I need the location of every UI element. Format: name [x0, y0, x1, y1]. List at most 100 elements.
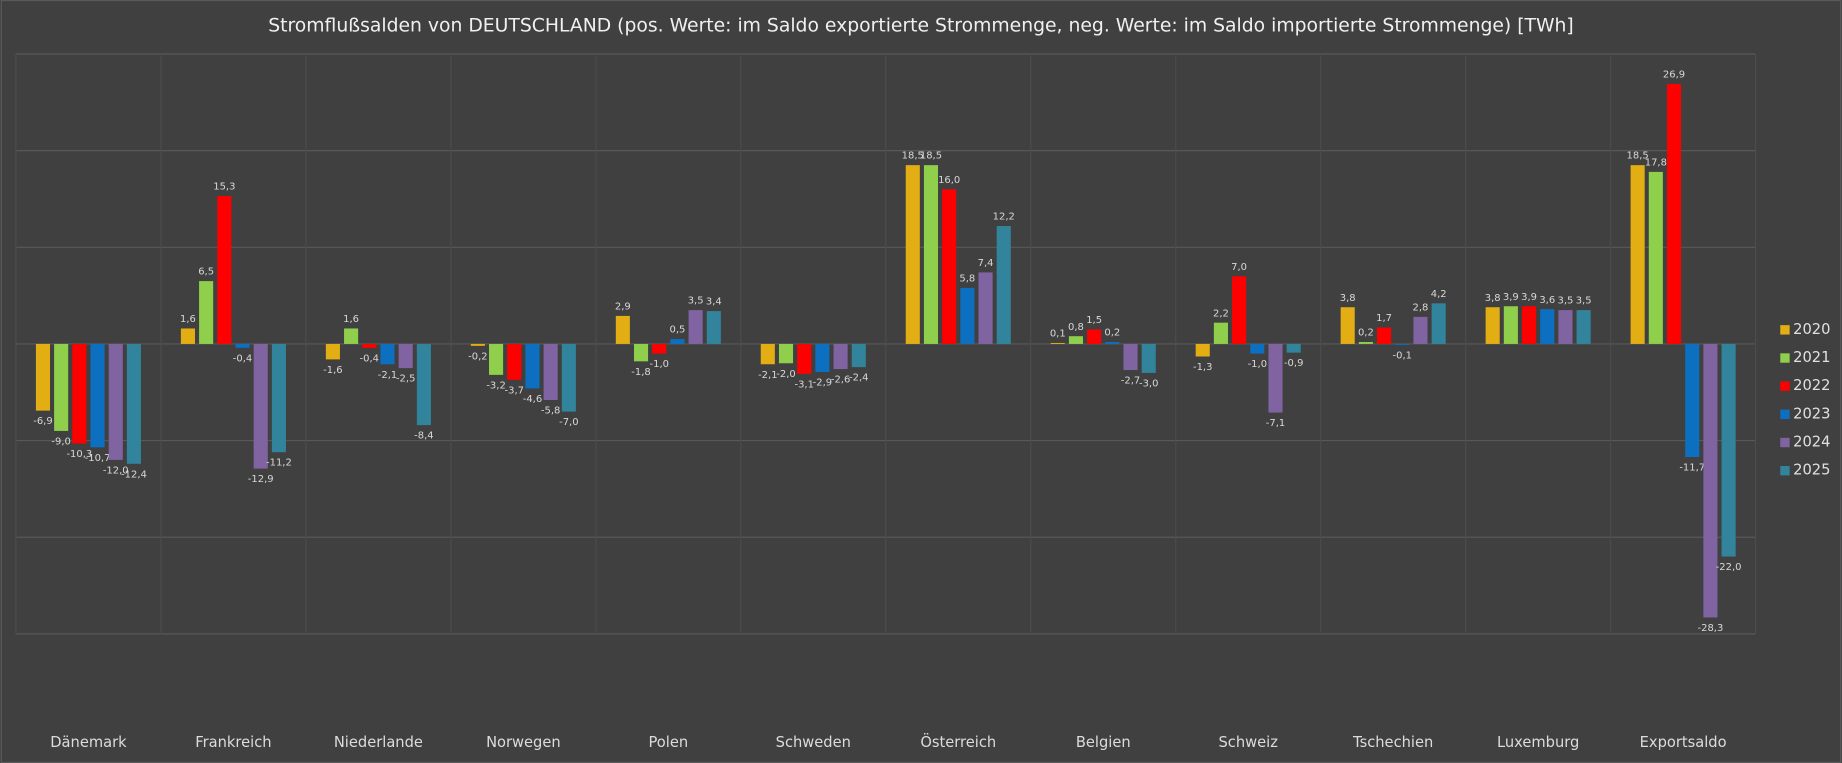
value-label: 18,5: [1627, 151, 1649, 162]
bar: [1250, 343, 1265, 354]
value-label: 3,8: [1340, 293, 1356, 304]
legend-swatch: [1780, 437, 1790, 448]
x-tick-label: Niederlande: [334, 734, 423, 751]
bar: [362, 343, 377, 348]
x-tick-label: Dänemark: [50, 734, 127, 751]
bar: [525, 343, 540, 389]
bar: [1123, 343, 1138, 371]
x-tick-label: Frankreich: [195, 734, 271, 751]
bar: [851, 343, 866, 368]
bar: [905, 165, 920, 344]
bar: [1648, 171, 1663, 344]
value-label: 0,8: [1068, 322, 1084, 333]
value-label: -1,6: [323, 365, 342, 376]
x-tick-label: Polen: [648, 734, 688, 751]
bar: [1503, 306, 1518, 344]
value-label: 2,2: [1213, 308, 1229, 319]
bar: [1213, 322, 1228, 344]
bar: [633, 343, 649, 362]
chart-title: Stromflußsalden von DEUTSCHLAND (pos. We…: [268, 15, 1574, 36]
value-label: 1,7: [1376, 313, 1392, 324]
bar: [1666, 83, 1682, 344]
value-label: -7,0: [559, 417, 578, 428]
bar: [1395, 343, 1410, 345]
bar: [1721, 343, 1736, 557]
value-label: -12,0: [103, 465, 129, 476]
legend-swatch: [1780, 381, 1790, 391]
bar: [235, 343, 250, 348]
bar: [942, 189, 957, 344]
value-label: -0,4: [233, 353, 252, 364]
legend-swatch: [1780, 409, 1790, 420]
bar: [489, 343, 504, 375]
value-label: -2,9: [813, 378, 832, 389]
x-tick-label: Exportsaldo: [1640, 734, 1727, 751]
value-label: -1,0: [650, 359, 669, 370]
value-label: -5,8: [541, 406, 560, 417]
bar: [398, 343, 413, 369]
legend-swatch: [1780, 466, 1790, 476]
bar: [1576, 310, 1591, 344]
bar: [923, 165, 939, 344]
bar: [344, 328, 359, 344]
bar: [652, 343, 667, 354]
bar: [978, 272, 993, 344]
bar: [996, 226, 1011, 344]
bar: [1268, 343, 1283, 413]
legend-swatch: [1780, 353, 1790, 363]
value-label: 1,6: [180, 314, 196, 325]
bar: [1413, 316, 1428, 344]
value-label: -2,5: [396, 374, 415, 385]
value-label: 4,2: [1431, 289, 1447, 300]
bar: [1485, 307, 1500, 344]
bar: [271, 343, 286, 453]
value-label: -0,4: [360, 353, 379, 364]
value-label: -2,1: [378, 370, 397, 381]
x-tick-label: Schweiz: [1218, 734, 1278, 751]
bar: [1377, 327, 1392, 344]
value-label: 3,4: [706, 297, 722, 308]
value-label: -1,8: [631, 367, 650, 378]
x-tick-label: Belgien: [1076, 734, 1131, 751]
value-label: -3,1: [794, 379, 813, 390]
value-label: 0,5: [669, 325, 685, 336]
bar: [470, 343, 485, 346]
value-label: -3,0: [1139, 378, 1158, 389]
bar: [1087, 329, 1102, 344]
value-label: -2,6: [831, 375, 850, 386]
x-tick-label: Schweden: [776, 734, 851, 751]
value-label: -10,7: [85, 453, 111, 464]
bar: [1703, 343, 1718, 618]
value-label: 2,9: [615, 302, 631, 313]
value-label: 3,5: [1558, 296, 1574, 307]
bar: [706, 311, 721, 344]
value-label: 7,0: [1231, 262, 1247, 273]
value-label: 0,1: [1050, 329, 1066, 340]
bar: [108, 343, 123, 460]
legend-label: 2025: [1793, 462, 1830, 479]
value-label: 3,5: [1576, 296, 1592, 307]
bar: [1195, 343, 1210, 357]
value-label: -10,3: [66, 449, 92, 460]
value-label: 3,8: [1485, 293, 1501, 304]
x-tick-label: Norwegen: [486, 734, 561, 751]
value-label: 17,8: [1645, 158, 1667, 169]
bar: [778, 343, 794, 364]
value-label: -12,9: [248, 474, 274, 485]
bar: [1358, 342, 1373, 344]
value-label: -6,9: [33, 416, 52, 427]
legend-label: 2022: [1793, 377, 1830, 394]
value-label: 0,2: [1104, 328, 1120, 339]
bar: [1431, 303, 1446, 344]
bar: [1068, 336, 1083, 344]
bar: [543, 343, 558, 400]
value-label: 2,8: [1413, 302, 1429, 313]
bar: [1105, 342, 1120, 344]
bar: [1050, 342, 1065, 344]
legend-swatch: [1780, 325, 1790, 335]
bar: [833, 343, 848, 370]
bar: [797, 343, 812, 374]
